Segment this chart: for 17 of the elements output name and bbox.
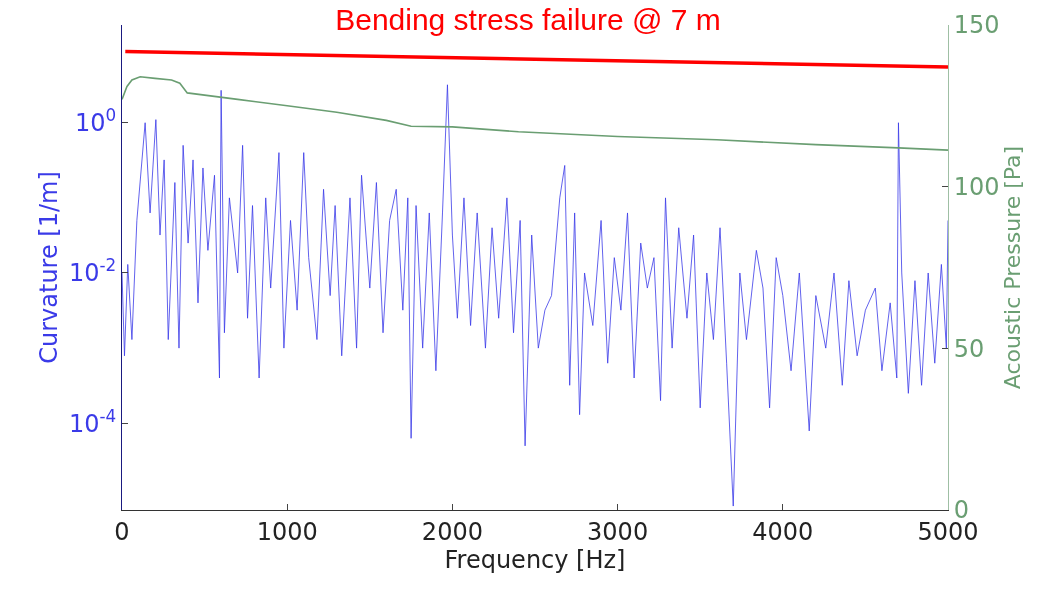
chart-title: Bending stress failure @ 7 m: [335, 2, 721, 36]
x-tick-label: 2000: [421, 517, 483, 546]
y-tick-label: 10$^{-2}$: [68, 255, 117, 288]
y-axis-title: Curvature [1/m]: [35, 171, 64, 364]
x-tick-label: 4000: [752, 517, 814, 546]
x-tick-label: 0: [114, 517, 130, 546]
y2-tick-label: 150: [953, 11, 1000, 40]
x-tick-label: 3000: [587, 517, 649, 546]
y2-tick-label: 100: [953, 173, 1000, 202]
x-axis-title: Frequency [Hz]: [444, 545, 626, 574]
y-tick-label: 10$^{0}$: [74, 105, 117, 138]
y-tick-label: 10$^{-4}$: [68, 405, 117, 438]
line-series: [122, 84, 948, 507]
line-series: [122, 75, 948, 151]
y2-tick-label: 50: [953, 334, 985, 363]
x-tick-label: 1000: [256, 517, 318, 546]
y2-axis-title: Acoustic Pressure [Pa]: [999, 145, 1025, 390]
